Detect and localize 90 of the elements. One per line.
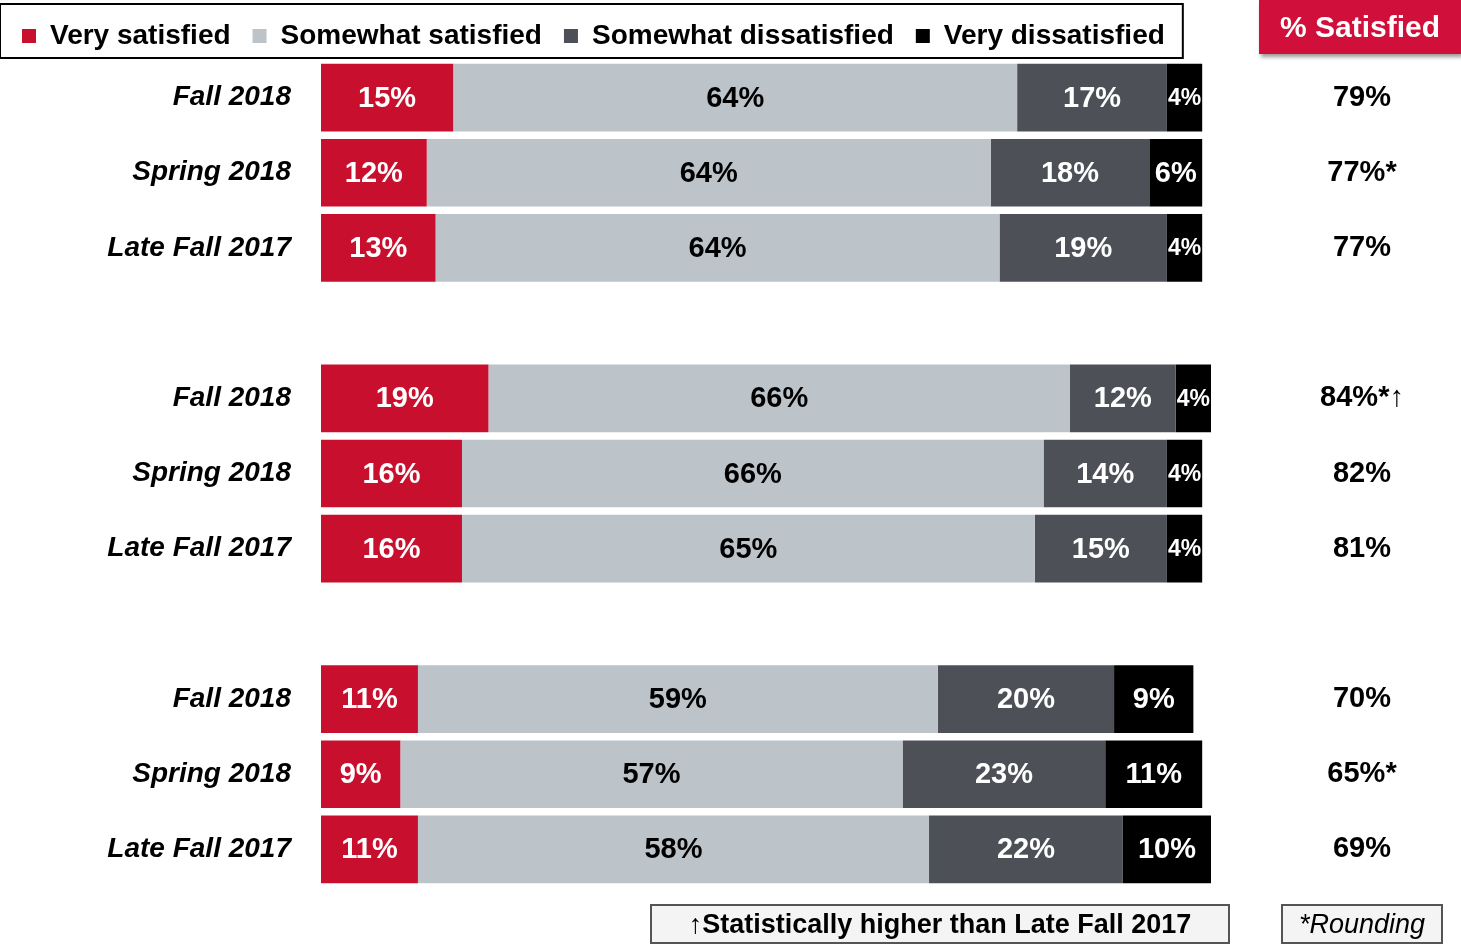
y-tick-label: Fall 2018 [172, 681, 292, 713]
bar [461, 439, 1044, 508]
bar [321, 665, 418, 733]
y-tick-label: Spring 2018 [132, 456, 292, 488]
data-label: 20% [996, 682, 1056, 715]
data-label: 13% [349, 230, 408, 263]
y-tick-label: Late Fall 2017 [107, 230, 293, 262]
data-label: 64% [679, 155, 738, 188]
data-label: 4% [1176, 384, 1210, 411]
data-label: 9% [1132, 682, 1175, 715]
text: 84%*↑ [1320, 380, 1404, 413]
text: % Satisfied [1259, 0, 1461, 54]
data-label: 65% [719, 531, 778, 564]
bar [321, 364, 489, 433]
data-label: 66% [723, 456, 783, 489]
data-label: 23% [974, 757, 1034, 790]
data-label: 4% [1167, 459, 1202, 486]
data-label: 6% [1154, 155, 1197, 188]
bar [321, 439, 462, 508]
legend-label: Very dissatisfied [943, 18, 1165, 50]
bar [1070, 364, 1176, 433]
text: *Rounding [1281, 904, 1443, 944]
y-tick-label: Spring 2018 [132, 756, 292, 788]
text: 77%* [1327, 154, 1398, 187]
legend-label: Somewhat dissatisfied [591, 18, 894, 50]
data-label: 14% [1076, 456, 1135, 489]
text: ↑Statistically higher than Late Fall 2017 [650, 904, 1230, 944]
bar [321, 740, 401, 809]
bar [488, 364, 1071, 433]
text: 79% [1332, 79, 1392, 112]
data-label: 15% [1071, 531, 1131, 564]
bar [417, 665, 938, 733]
bar [417, 815, 930, 884]
bar [1017, 63, 1167, 132]
data-label: 59% [648, 682, 708, 715]
legend-label: Very satisfied [50, 18, 231, 50]
data-label: 11% [341, 832, 398, 865]
bar [999, 214, 1167, 282]
data-label: 10% [1137, 832, 1197, 865]
y-tick-label: Late Fall 2017 [107, 832, 293, 864]
text: 81% [1332, 530, 1392, 563]
bar [1105, 740, 1203, 809]
bar [321, 63, 454, 132]
data-label: 16% [362, 456, 421, 489]
text: 65%* [1327, 756, 1398, 789]
data-label: 11% [1125, 757, 1183, 790]
data-label: 57% [622, 757, 681, 790]
bar [902, 740, 1106, 809]
data-label: 19% [375, 381, 434, 414]
data-label: 4% [1167, 234, 1202, 261]
data-label: 66% [750, 381, 809, 414]
data-label: 17% [1063, 80, 1122, 113]
text: 82% [1332, 455, 1392, 488]
text: 69% [1332, 831, 1392, 864]
bar [453, 63, 1018, 132]
data-label: 9% [339, 757, 382, 790]
bar [1114, 665, 1194, 733]
data-label: 22% [996, 832, 1056, 865]
data-label: 18% [1040, 155, 1100, 188]
bar [321, 214, 436, 282]
bar [435, 214, 1000, 282]
data-label: 58% [644, 832, 703, 865]
y-tick-label: Fall 2018 [172, 80, 292, 112]
bar [1034, 514, 1167, 583]
data-label: 12% [1093, 381, 1153, 414]
data-label: 16% [362, 531, 421, 564]
data-label: 12% [344, 155, 404, 188]
data-label: 4% [1167, 83, 1202, 110]
data-label: 4% [1167, 535, 1202, 562]
bar [321, 815, 418, 884]
y-tick-label: Spring 2018 [132, 155, 292, 187]
data-label: 64% [688, 230, 747, 263]
bar [929, 815, 1123, 884]
text: 70% [1332, 681, 1392, 714]
y-tick-label: Fall 2018 [172, 381, 292, 413]
bar [400, 740, 903, 809]
data-label: 11% [341, 682, 398, 715]
bar [426, 138, 991, 207]
bar [321, 514, 462, 583]
legend-label: Somewhat satisfied [280, 18, 542, 50]
data-label: 19% [1054, 230, 1113, 263]
bar [990, 138, 1150, 207]
bar [1043, 439, 1167, 508]
bar [321, 138, 427, 207]
data-label: 64% [706, 80, 765, 113]
text: 77% [1332, 229, 1392, 262]
bar [461, 514, 1035, 583]
data-label: 15% [358, 80, 417, 113]
bar [937, 665, 1115, 733]
y-tick-label: Late Fall 2017 [107, 531, 293, 563]
